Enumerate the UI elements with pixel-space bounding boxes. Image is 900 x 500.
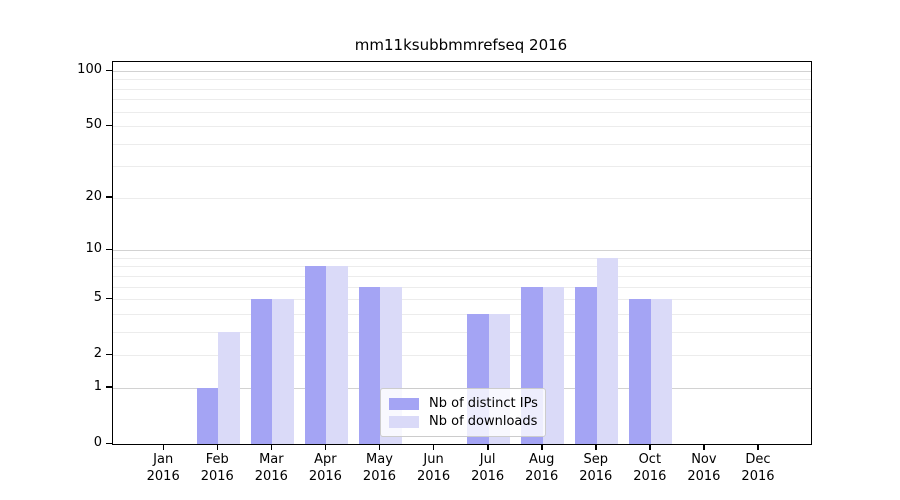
bar-nb-of-downloads-apr — [326, 266, 348, 444]
x-tick-mark-nov — [703, 444, 705, 450]
legend-label-distinct-ips: Nb of distinct IPs — [429, 396, 538, 411]
chart-title: mm11ksubbmmrefseq 2016 — [354, 36, 568, 54]
legend-swatch-downloads — [389, 415, 419, 428]
bar-nb-of-downloads-oct — [650, 299, 673, 444]
x-tick-mark-may — [378, 444, 381, 450]
gridline-2 — [113, 355, 811, 357]
y-tick-mark-2 — [106, 353, 112, 356]
bar-nb-of-downloads-sep — [596, 257, 619, 444]
y-tick-mark-1 — [106, 386, 112, 388]
gridline-60 — [113, 111, 811, 113]
bar-nb-of-downloads-feb — [218, 331, 240, 444]
gridline-80 — [113, 88, 811, 90]
bar-nb-of-downloads-aug — [542, 286, 565, 444]
gridline-100 — [113, 71, 811, 72]
y-tick-mark-5 — [106, 297, 112, 300]
gridline-50 — [113, 126, 811, 128]
gridline-5 — [113, 299, 811, 301]
legend-label-downloads: Nb of downloads — [429, 414, 538, 429]
legend: Nb of distinct IPs Nb of downloads — [380, 388, 546, 437]
x-tick-label-sep: Sep 2016 — [579, 452, 613, 484]
bar-nb-of-distinct-ips-oct — [629, 299, 651, 444]
gridline-30 — [113, 166, 811, 168]
gridline-7 — [113, 275, 811, 277]
y-tick-mark-20 — [106, 196, 112, 198]
y-tick-label-10: 10 — [85, 241, 102, 257]
gridline-8 — [113, 266, 811, 268]
bar-nb-of-downloads-mar — [272, 299, 294, 444]
x-tick-mark-feb — [216, 444, 219, 450]
x-tick-mark-jul — [487, 444, 489, 450]
legend-entry-distinct-ips: Nb of distinct IPs — [389, 395, 538, 412]
x-tick-mark-sep — [595, 444, 597, 450]
legend-entry-downloads: Nb of downloads — [389, 413, 537, 430]
bar-nb-of-distinct-ips-apr — [304, 266, 327, 444]
y-tick-mark-0 — [106, 442, 112, 444]
x-tick-label-apr: Apr 2016 — [308, 452, 342, 484]
y-tick-label-1: 1 — [93, 378, 102, 394]
y-tick-label-0: 0 — [93, 435, 102, 450]
gridline-6 — [113, 286, 811, 288]
x-tick-mark-jun — [433, 444, 435, 450]
y-tick-label-5: 5 — [93, 290, 102, 306]
x-tick-mark-aug — [541, 444, 543, 450]
gridline-70 — [113, 99, 811, 101]
plot-area — [112, 61, 812, 445]
x-tick-label-dec: Dec 2016 — [741, 452, 775, 484]
bar-nb-of-distinct-ips-mar — [250, 299, 273, 444]
x-tick-label-jun: Jun 2016 — [417, 452, 451, 484]
legend-swatch-distinct-ips — [389, 397, 419, 410]
y-tick-label-20: 20 — [85, 188, 102, 204]
gridline-10 — [113, 250, 811, 252]
y-tick-mark-100 — [106, 69, 112, 71]
x-tick-label-mar: Mar 2016 — [254, 452, 288, 484]
x-tick-label-may: May 2016 — [362, 452, 397, 484]
gridline-3 — [113, 331, 811, 333]
bar-nb-of-distinct-ips-may — [358, 286, 381, 444]
y-tick-label-50: 50 — [85, 117, 102, 133]
gridline-90 — [113, 79, 811, 81]
gridline-40 — [113, 143, 811, 145]
gridline-20 — [113, 197, 811, 199]
bar-nb-of-distinct-ips-feb — [196, 387, 219, 444]
gridline-9 — [113, 257, 811, 259]
x-tick-mark-jan — [162, 444, 165, 450]
bar-nb-of-distinct-ips-sep — [575, 286, 597, 444]
x-tick-label-aug: Aug 2016 — [525, 452, 559, 484]
y-tick-mark-50 — [106, 124, 112, 127]
x-tick-label-nov: Nov 2016 — [687, 452, 721, 484]
y-tick-label-100: 100 — [77, 62, 102, 77]
x-tick-mark-dec — [757, 444, 759, 450]
x-tick-label-oct: Oct 2016 — [633, 452, 667, 484]
gridline-4 — [113, 313, 811, 315]
y-tick-label-2: 2 — [93, 346, 102, 362]
x-tick-label-feb: Feb 2016 — [200, 452, 234, 484]
y-tick-mark-10 — [106, 248, 112, 251]
x-tick-label-jul: Jul 2016 — [471, 452, 505, 484]
x-tick-mark-apr — [324, 444, 327, 450]
x-tick-mark-mar — [270, 444, 273, 450]
x-tick-mark-oct — [649, 444, 651, 450]
x-tick-label-jan: Jan 2016 — [146, 452, 180, 484]
